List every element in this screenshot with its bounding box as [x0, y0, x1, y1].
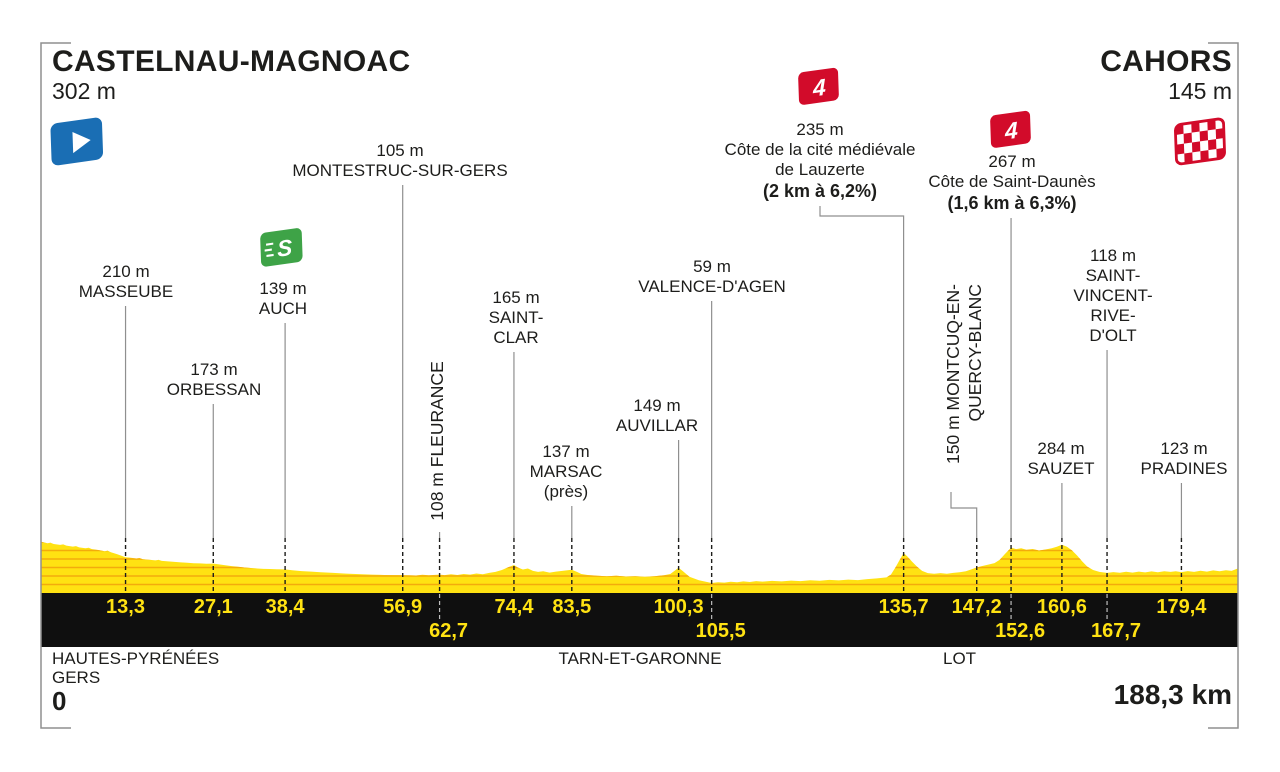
marker-label-line: 210 m: [102, 262, 150, 281]
marker-label-cote-de-lauzerte: 235 m Côte de la cité médiévale de Lauzert…: [725, 120, 916, 202]
km-label-saint-vincent-rive-d-olt: 167,7: [1091, 620, 1141, 642]
marker-label-line: (près): [543, 482, 589, 501]
marker-label-sauzet: 284 m SAUZET: [1027, 439, 1094, 479]
sprint-icon: S: [256, 222, 312, 277]
elevation-area: [41, 541, 1238, 593]
marker-label-line: 105 m: [376, 141, 424, 160]
km-label-masseube: 13,3: [106, 596, 145, 618]
marker-label-marsac: 137 m MARSAC (près): [530, 442, 603, 502]
marker-label-line: ORBESSAN: [166, 380, 262, 399]
marker-label-auvillar: 149 m AUVILLAR: [616, 396, 698, 436]
finish-city-name: CAHORS: [1100, 45, 1232, 78]
marker-label-line: MASSEUBE: [78, 282, 174, 301]
svg-text:S: S: [277, 235, 293, 262]
marker-label-line: 118 m: [1090, 246, 1136, 265]
marker-label-line: 59 m: [693, 257, 731, 276]
svg-text:4: 4: [811, 74, 826, 102]
department-label: HAUTES-PYRÉNÉES: [52, 649, 220, 668]
marker-label-line: SAINT-: [488, 308, 544, 327]
marker-label-line: 284 m: [1037, 439, 1085, 458]
km-label-fleurance: 62,7: [429, 620, 468, 642]
km-label-pradines: 179,4: [1156, 596, 1207, 618]
category-4-icon: 4: [794, 62, 848, 115]
marker-label-line: 173 m: [190, 360, 238, 379]
marker-label-line: 137 m: [542, 442, 590, 461]
frame-brackets: [40, 42, 1239, 729]
km-label-auvillar: 100,3: [654, 596, 704, 618]
marker-label-line: RIVE-: [1090, 306, 1136, 325]
svg-text:4: 4: [1003, 117, 1018, 145]
marker-label-montcuq-en-quercy-blanc: 150 m MONTCUQ-EN- QUERCY-BLANC: [943, 284, 985, 464]
marker-label-fleurance: 108 m FLEURANCE: [427, 361, 447, 521]
marker-label-line: D'OLT: [1089, 326, 1137, 345]
km-label-valence-d-agen: 105,5: [696, 620, 746, 642]
start-header: CASTELNAU-MAGNOAC 302 m: [52, 45, 411, 105]
km-label-auch: 38,4: [266, 596, 306, 618]
marker-label-line: SAINT-: [1085, 266, 1141, 285]
finish-header: CAHORS 145 m: [1100, 45, 1232, 105]
km-label-orbessan: 27,1: [194, 596, 233, 618]
finish-checkered-flag-icon: [1170, 112, 1236, 175]
marker-label-line: VALENCE-D'AGEN: [638, 277, 786, 296]
marker-label-line: Côte de la cité médiévale: [724, 140, 916, 159]
km-label-montestruc: 56,9: [383, 596, 422, 618]
marker-label-line: 139 m: [259, 279, 307, 298]
marker-label-pradines: 123 m PRADINES: [1141, 439, 1228, 479]
marker-label-cote-de-saint-daunes: 267 m Côte de Saint-Daunès (1,6 km à 6,3%): [928, 152, 1095, 214]
marker-label-line: 123 m: [1160, 439, 1208, 458]
start-city-name: CASTELNAU-MAGNOAC: [52, 45, 411, 78]
km-label-saint-clar: 74,4: [495, 596, 535, 618]
km-label-montcuq-en-quercy-blanc: 147,2: [952, 596, 1002, 618]
marker-lines: [124, 185, 1183, 622]
km-label-marsac: 83,5: [552, 596, 591, 618]
start-flag-icon: [46, 110, 114, 177]
marker-label-saint-clar: 165 m SAINT- CLAR: [489, 288, 544, 348]
finish-elevation: 145 m: [1168, 78, 1232, 104]
marker-label-line: SAUZET: [1027, 459, 1095, 478]
start-km-label: 0: [52, 686, 67, 716]
department-right: LOT: [943, 649, 977, 668]
marker-label-line: MONTESTRUC-SUR-GERS: [292, 161, 508, 180]
km-label-cote-de-lauzerte: 135,7: [879, 596, 929, 618]
marker-label-orbessan: 173 m ORBESSAN: [167, 360, 261, 400]
marker-label-line: MARSAC: [529, 462, 603, 481]
marker-label-line: Côte de Saint-Daunès: [928, 172, 1096, 191]
marker-label-line: 149 m: [633, 396, 681, 415]
climb-gradient-label: (2 km à 6,2%): [762, 181, 878, 201]
departments-left: HAUTES-PYRÉNÉES GERS 0: [52, 649, 219, 715]
marker-label-line: 235 m: [796, 120, 844, 139]
marker-label-saint-vincent-rive-d-olt: 118 m SAINT- VINCENT- RIVE- D'OLT: [1073, 246, 1152, 346]
marker-label-line: AUVILLAR: [615, 416, 699, 435]
marker-label-masseube: 210 m MASSEUBE: [79, 262, 173, 302]
marker-label-auch: 139 m AUCH: [259, 279, 307, 319]
km-label-sauzet: 160,6: [1037, 596, 1087, 618]
total-distance-label: 188,3 km: [1113, 679, 1232, 710]
marker-label-valence-d-agen: 59 m VALENCE-D'AGEN: [638, 257, 785, 297]
km-label-cote-de-saint-daunes: 152,6: [995, 620, 1045, 642]
department-label: GERS: [52, 668, 101, 687]
department-center: TARN-ET-GARONNE: [558, 649, 722, 668]
category-4-icon: 4: [986, 105, 1040, 158]
marker-label-line: PRADINES: [1140, 459, 1228, 478]
km-bar: [41, 593, 1238, 647]
marker-label-line: 165 m: [492, 288, 540, 307]
climb-gradient-label: (1,6 km à 6,3%): [947, 193, 1077, 213]
marker-label-line: AUCH: [258, 299, 308, 318]
marker-label-line: VINCENT-: [1073, 286, 1153, 305]
marker-label-line: de Lauzerte: [775, 160, 865, 179]
marker-label-line: 267 m: [988, 152, 1036, 171]
marker-label-line: CLAR: [493, 328, 539, 347]
start-elevation: 302 m: [52, 78, 116, 104]
marker-label-montestruc: 105 m MONTESTRUC-SUR-GERS: [292, 141, 507, 181]
